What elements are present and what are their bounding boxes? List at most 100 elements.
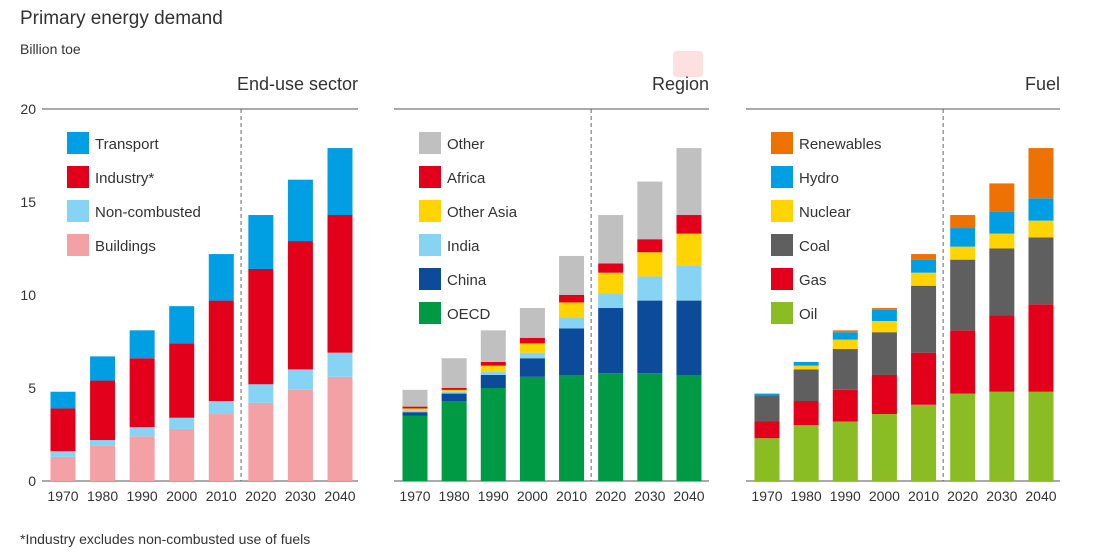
bar-segment-transport bbox=[327, 148, 353, 216]
bar-segment-india bbox=[480, 371, 506, 375]
legend-label: Other bbox=[447, 136, 485, 153]
x-tick-label: 2000 bbox=[166, 488, 197, 504]
bar-segment-other bbox=[598, 215, 624, 264]
bar-segment-coal bbox=[871, 332, 897, 375]
x-tick-label: 2030 bbox=[285, 488, 316, 504]
bar-segment-hydro bbox=[1028, 198, 1054, 221]
x-tick-label: 1970 bbox=[751, 488, 782, 504]
legend-swatch-other bbox=[419, 132, 441, 154]
bar-segment-hydro bbox=[911, 259, 937, 273]
bar-segment-gas bbox=[793, 401, 819, 426]
bar-segment-buildings bbox=[129, 436, 155, 481]
legend-label: Non-combusted bbox=[95, 204, 201, 221]
legend-label: Hydro bbox=[799, 170, 839, 187]
legend-swatch-india bbox=[419, 234, 441, 256]
legend-swatch-china bbox=[419, 268, 441, 290]
x-tick-label: 1980 bbox=[791, 488, 822, 504]
bar-segment-oecd bbox=[519, 376, 545, 481]
bar-segment-oil bbox=[871, 414, 897, 481]
bar-segment-hydro bbox=[989, 211, 1015, 234]
bar-segment-hydro bbox=[871, 309, 897, 322]
bar-segment-industry- bbox=[129, 358, 155, 428]
bar-segment-renewables bbox=[911, 254, 937, 260]
bar-segment-oecd bbox=[480, 388, 506, 481]
bar-segment-buildings bbox=[90, 445, 116, 481]
bar-segment-coal bbox=[950, 259, 976, 331]
bar-segment-other-asia bbox=[519, 343, 545, 353]
bar-segment-gas bbox=[871, 374, 897, 415]
bar-segment-buildings bbox=[287, 389, 313, 481]
legend-swatch-other-asia bbox=[419, 200, 441, 222]
bar-segment-buildings bbox=[169, 428, 195, 481]
bar-segment-transport bbox=[287, 179, 313, 242]
y-tick-label: 10 bbox=[20, 287, 36, 303]
bar-segment-non-combusted bbox=[129, 427, 155, 437]
bar-segment-china bbox=[676, 300, 702, 375]
legend-swatch-renewables bbox=[771, 132, 793, 154]
x-tick-label: 2000 bbox=[517, 488, 548, 504]
bar-segment-nuclear bbox=[911, 272, 937, 286]
bar-segment-africa bbox=[676, 215, 702, 234]
bar-segment-hydro bbox=[754, 393, 780, 396]
legend-label: OECD bbox=[447, 306, 491, 323]
legend-swatch-buildings bbox=[67, 234, 89, 256]
bar-segment-other-asia bbox=[559, 302, 585, 318]
bar-segment-hydro bbox=[950, 228, 976, 247]
page-title: Primary energy demand bbox=[20, 8, 223, 29]
bar-segment-other bbox=[676, 148, 702, 216]
bar-segment-india bbox=[441, 391, 467, 394]
legend-label: Africa bbox=[447, 170, 486, 187]
bar-segment-non-combusted bbox=[169, 417, 195, 429]
x-tick-label: 1990 bbox=[478, 488, 509, 504]
bar-segment-india bbox=[598, 293, 624, 309]
search-icon[interactable] bbox=[673, 51, 703, 77]
bar-segment-oil bbox=[989, 391, 1015, 481]
bar-segment-transport bbox=[50, 391, 76, 409]
x-tick-label: 2010 bbox=[908, 488, 939, 504]
bar-segment-china bbox=[402, 412, 428, 416]
legend-label: Other Asia bbox=[447, 204, 518, 221]
bar-segment-africa bbox=[559, 295, 585, 303]
bar-segment-renewables bbox=[1028, 148, 1054, 199]
bar-segment-non-combusted bbox=[50, 451, 76, 457]
bar-segment-oil bbox=[754, 438, 780, 481]
bar-segment-industry- bbox=[248, 268, 274, 385]
x-tick-label: 2030 bbox=[986, 488, 1017, 504]
x-tick-label: 2000 bbox=[869, 488, 900, 504]
bar-segment-industry- bbox=[90, 380, 116, 441]
bar-segment-other-asia bbox=[441, 389, 467, 392]
bar-segment-other bbox=[402, 389, 428, 407]
bar-segment-gas bbox=[950, 330, 976, 394]
y-tick-label: 0 bbox=[28, 473, 36, 489]
legend-label: Transport bbox=[95, 136, 159, 153]
legend-swatch-nuclear bbox=[771, 200, 793, 222]
bar-segment-africa bbox=[480, 361, 506, 366]
x-tick-label: 2030 bbox=[634, 488, 665, 504]
x-tick-label: 2040 bbox=[324, 488, 355, 504]
bar-segment-other bbox=[441, 358, 467, 388]
bar-segment-other-asia bbox=[676, 233, 702, 266]
bar-segment-coal bbox=[754, 395, 780, 422]
bar-segment-nuclear bbox=[832, 339, 858, 349]
bar-segment-non-combusted bbox=[248, 384, 274, 403]
bar-segment-nuclear bbox=[871, 321, 897, 333]
x-tick-label: 1970 bbox=[399, 488, 430, 504]
legend-swatch-industry- bbox=[67, 166, 89, 188]
legend-swatch-oecd bbox=[419, 302, 441, 324]
bar-segment-china bbox=[441, 393, 467, 402]
bar-segment-oecd bbox=[559, 374, 585, 481]
legend-swatch-africa bbox=[419, 166, 441, 188]
bar-segment-india bbox=[402, 410, 428, 413]
legend-swatch-oil bbox=[771, 302, 793, 324]
bar-segment-other bbox=[559, 255, 585, 295]
bar-segment-industry- bbox=[169, 343, 195, 418]
bar-segment-renewables bbox=[871, 308, 897, 310]
bar-segment-oil bbox=[1028, 391, 1054, 481]
panel-title-sector: End-use sector bbox=[237, 74, 358, 94]
legend-label: Gas bbox=[799, 272, 827, 289]
bar-segment-gas bbox=[1028, 304, 1054, 392]
bar-segment-non-combusted bbox=[287, 369, 313, 390]
bar-segment-africa bbox=[441, 388, 467, 390]
bar-segment-oil bbox=[832, 421, 858, 481]
bar-segment-oil bbox=[950, 393, 976, 481]
